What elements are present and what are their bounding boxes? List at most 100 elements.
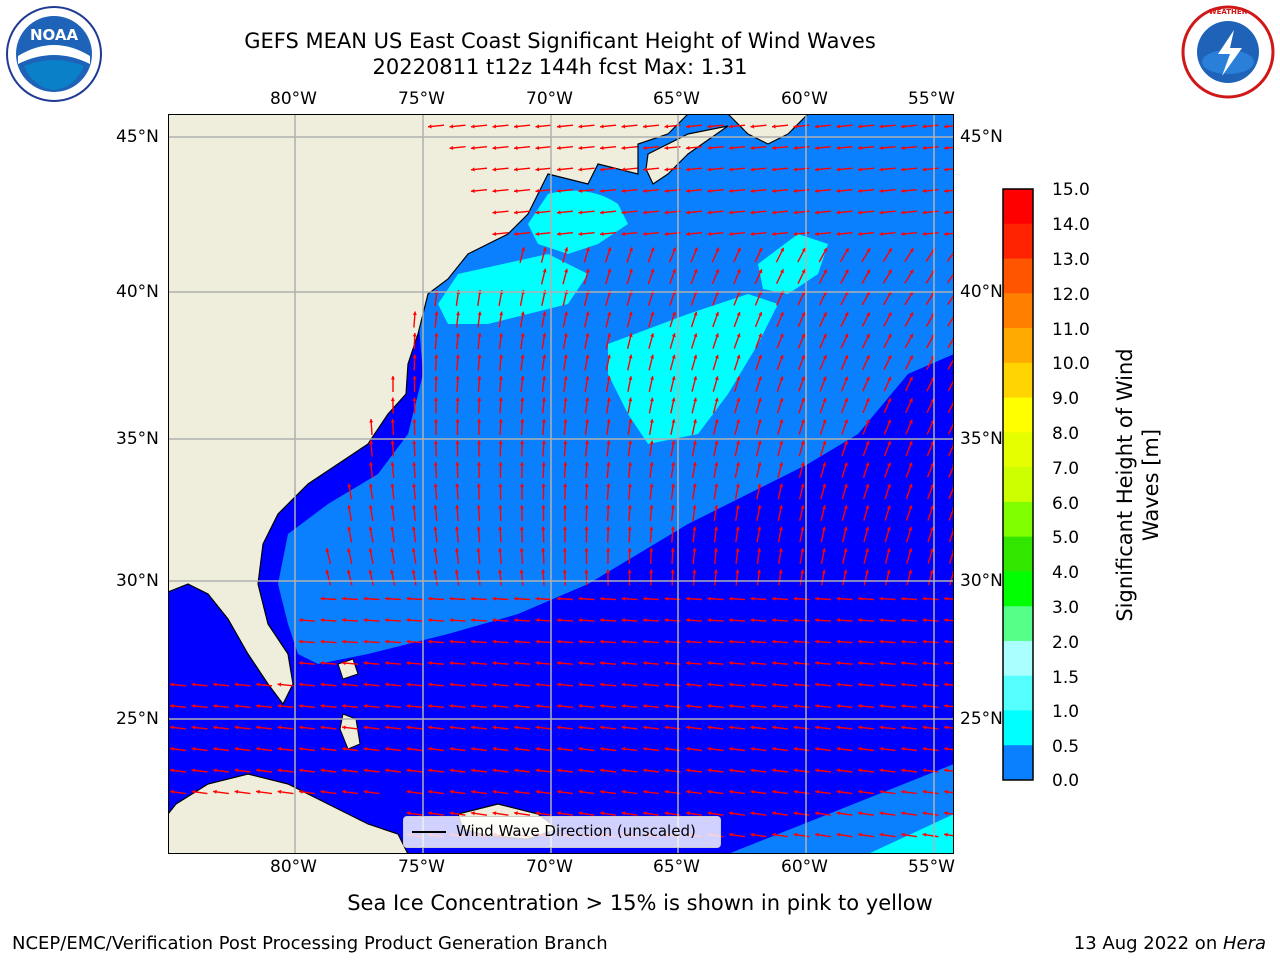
wave-direction-arrowhead bbox=[772, 704, 776, 709]
wave-direction-arrowhead bbox=[800, 462, 805, 467]
wave-direction-arrowhead bbox=[707, 167, 712, 172]
wave-direction-arrowhead bbox=[757, 397, 762, 402]
wave-direction-arrowhead bbox=[363, 682, 368, 687]
wave-direction-arrowhead bbox=[887, 376, 892, 381]
wave-direction-arrowhead bbox=[563, 462, 568, 466]
wave-direction-arrowhead bbox=[664, 210, 669, 215]
colorbar-tick: 9.0 bbox=[1052, 389, 1080, 409]
wave-direction-arrowhead bbox=[471, 639, 475, 644]
wave-direction-arrowhead bbox=[492, 145, 497, 150]
chart-title-line2: 20220811 t12z 144h fcst Max: 1.31 bbox=[372, 55, 748, 79]
wave-direction-arrowhead bbox=[735, 548, 740, 552]
wave-direction-arrowhead bbox=[879, 704, 884, 709]
wave-direction-arrowhead bbox=[213, 682, 217, 687]
wave-direction-arrowhead bbox=[909, 269, 914, 274]
wave-direction-arrowhead bbox=[234, 768, 239, 773]
lon-label-top: 80°W bbox=[270, 89, 317, 109]
wave-direction-arrowhead bbox=[815, 661, 819, 666]
wave-direction-arrowhead bbox=[498, 419, 503, 423]
wave-direction-arrowhead bbox=[686, 639, 690, 644]
wave-direction-arrowhead bbox=[514, 596, 518, 601]
wave-direction-arrowhead bbox=[578, 725, 583, 730]
wave-direction-arrowhead bbox=[535, 682, 540, 687]
wave-direction-arrowhead bbox=[779, 312, 784, 317]
wave-direction-arrowhead bbox=[363, 704, 368, 709]
colorbar-tick: 1.0 bbox=[1052, 702, 1080, 722]
wave-direction-arrowhead bbox=[888, 248, 892, 253]
wave-direction-arrowhead bbox=[449, 124, 454, 129]
wave-direction-arrowhead bbox=[600, 639, 604, 644]
wave-direction-arrowhead bbox=[406, 746, 411, 751]
colorbar-segment bbox=[1003, 397, 1033, 433]
wave-direction-arrowhead bbox=[320, 704, 325, 709]
wave-direction-arrowhead bbox=[858, 789, 862, 794]
wave-direction-arrowhead bbox=[836, 811, 841, 816]
wave-direction-arrowhead bbox=[735, 505, 740, 509]
wave-direction-arrowhead bbox=[342, 746, 346, 751]
wave-direction-arrowhead bbox=[234, 704, 239, 709]
wave-direction-arrowhead bbox=[499, 311, 504, 316]
wave-direction-arrowhead bbox=[671, 397, 676, 402]
wave-direction-arrowhead bbox=[342, 789, 346, 794]
wave-direction-arrowhead bbox=[213, 789, 217, 794]
wave-direction-arrowhead bbox=[390, 569, 395, 574]
wave-direction-arrowhead bbox=[557, 618, 561, 623]
wave-direction-arrowhead bbox=[191, 746, 196, 751]
wave-direction-arrowhead bbox=[191, 704, 196, 709]
wave-direction-arrowhead bbox=[449, 725, 454, 730]
wave-direction-arrowhead bbox=[385, 768, 389, 773]
wave-direction-arrowhead bbox=[433, 526, 438, 531]
wave-direction-arrowhead bbox=[736, 354, 741, 359]
wave-direction-arrow bbox=[947, 314, 954, 327]
lon-label-top: 55°W bbox=[908, 89, 955, 109]
wave-direction-arrowhead bbox=[780, 247, 784, 252]
wave-direction-arrowhead bbox=[578, 639, 583, 644]
wave-direction-arrowhead bbox=[843, 548, 848, 552]
wave-direction-arrowhead bbox=[922, 704, 927, 709]
wave-direction-arrowhead bbox=[492, 768, 497, 773]
chart-title-line1: GEFS MEAN US East Coast Significant Heig… bbox=[244, 29, 876, 53]
wave-direction-arrowhead bbox=[879, 618, 884, 623]
wave-direction-arrowhead bbox=[606, 419, 611, 423]
wave-direction-arrowhead bbox=[650, 268, 655, 273]
wave-direction-arrowhead bbox=[320, 789, 325, 794]
wave-direction-arrowhead bbox=[621, 124, 626, 129]
wave-direction-arrowhead bbox=[256, 768, 260, 773]
wave-direction-arrowhead bbox=[535, 789, 540, 794]
lat-label-left: 35°N bbox=[116, 429, 159, 449]
wave-direction-arrowhead bbox=[757, 569, 762, 574]
wave-direction-arrowhead bbox=[757, 419, 762, 424]
wave-direction-arrowhead bbox=[714, 397, 719, 402]
wave-direction-arrowhead bbox=[428, 661, 432, 666]
wave-direction-arrowhead bbox=[477, 333, 482, 337]
wave-direction-arrowhead bbox=[836, 661, 841, 666]
wave-direction-arrowhead bbox=[390, 440, 395, 445]
wave-direction-arrowhead bbox=[836, 618, 841, 623]
wave-direction-arrowhead bbox=[557, 661, 561, 666]
nws-logo: WEATHER bbox=[1181, 5, 1275, 99]
wave-direction-arrowhead bbox=[929, 569, 934, 574]
wave-direction-arrowhead bbox=[170, 682, 174, 687]
wave-direction-arrowhead bbox=[686, 124, 690, 129]
wave-direction-arrowhead bbox=[514, 811, 518, 816]
wave-direction-arrowhead bbox=[455, 440, 460, 444]
wave-direction-arrowhead bbox=[492, 682, 497, 687]
wave-direction-arrowhead bbox=[406, 661, 411, 666]
wave-direction-arrowhead bbox=[406, 704, 411, 709]
wave-direction-arrowhead bbox=[822, 440, 827, 445]
wave-direction-arrowhead bbox=[585, 311, 590, 316]
wave-direction-arrowhead bbox=[729, 231, 733, 236]
wave-direction-arrowhead bbox=[944, 167, 948, 172]
wave-direction-arrowhead bbox=[277, 768, 282, 773]
wave-direction-arrowhead bbox=[879, 661, 884, 666]
wave-direction-arrowhead bbox=[368, 548, 373, 552]
wave-direction-arrowhead bbox=[778, 526, 783, 531]
wave-height-map bbox=[168, 114, 954, 854]
wave-direction-arrowhead bbox=[578, 188, 583, 193]
wave-direction-arrowhead bbox=[170, 725, 174, 730]
wave-direction-arrowhead bbox=[729, 832, 733, 837]
wave-direction-arrowhead bbox=[585, 397, 590, 402]
wave-direction-arrowhead bbox=[299, 639, 303, 644]
wave-direction-arrowhead bbox=[879, 124, 884, 129]
wave-direction-arrowhead bbox=[844, 269, 849, 274]
